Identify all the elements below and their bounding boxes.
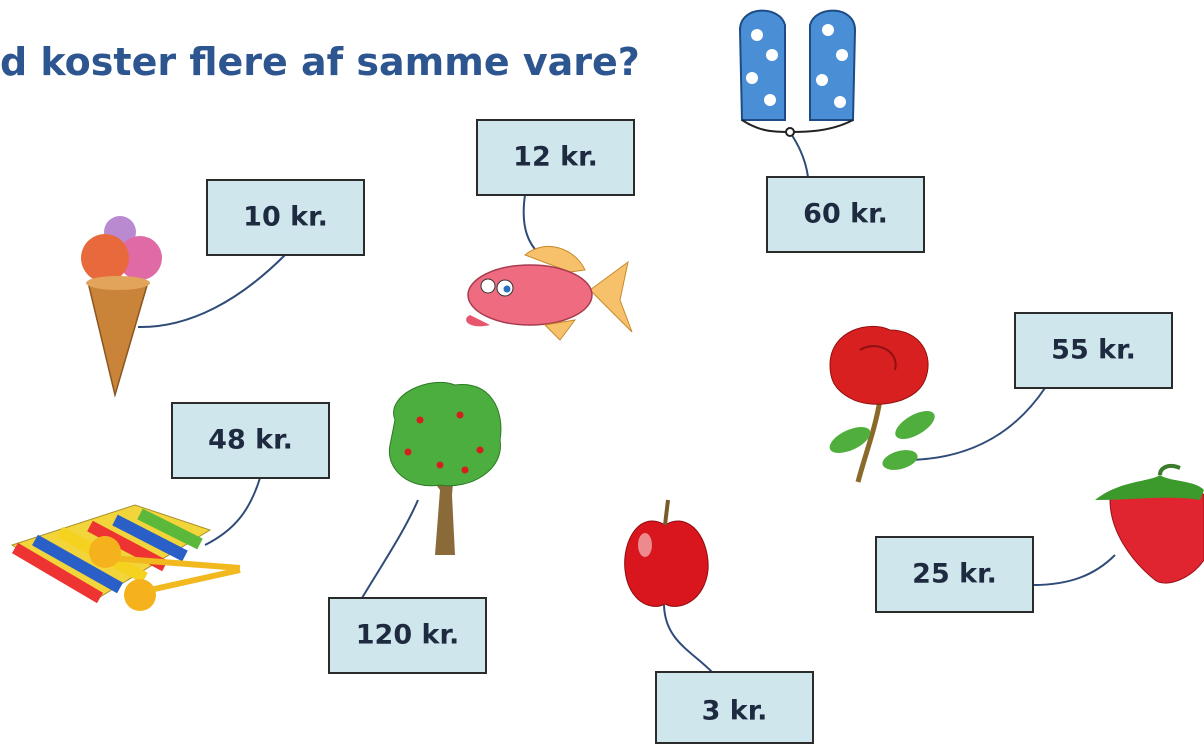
apple [625, 500, 708, 606]
connector [790, 132, 808, 177]
mittens [740, 11, 855, 136]
price-tags: 12 kr. 10 kr. 60 kr. 55 kr. 48 kr. 120 k… [172, 120, 1172, 743]
strawberry [1095, 466, 1204, 583]
connector [1033, 555, 1115, 585]
price: 120 kr. [356, 620, 459, 651]
price: 60 kr. [803, 199, 888, 230]
connector [362, 500, 418, 598]
connector [664, 605, 712, 672]
price: 10 kr. [243, 202, 328, 233]
fish [466, 246, 632, 340]
xylophone [12, 505, 240, 611]
price: 12 kr. [513, 142, 598, 173]
price: 55 kr. [1051, 335, 1136, 366]
connector [205, 478, 260, 545]
price: 25 kr. [912, 559, 997, 590]
price: 3 kr. [702, 696, 768, 727]
tree [389, 382, 501, 555]
price: 48 kr. [208, 425, 293, 456]
ice-cream [81, 216, 162, 395]
title: d koster flere af samme vare? [0, 40, 640, 84]
worksheet: d koster flere af samme vare? [0, 0, 1204, 744]
connector [524, 195, 540, 255]
